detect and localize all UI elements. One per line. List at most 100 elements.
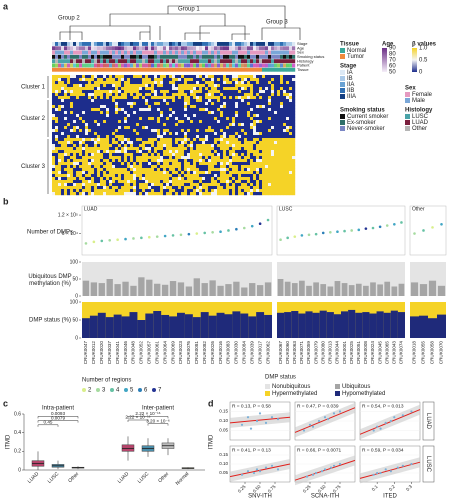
heatmap-cell [163, 153, 167, 157]
heatmap-cell [115, 156, 119, 160]
heatmap-cell [292, 171, 296, 175]
annotation-cell [112, 59, 116, 64]
annotation-cell [166, 67, 170, 72]
annotation-cell [103, 54, 107, 59]
annotation-cell [178, 42, 182, 46]
heatmap-cell [199, 99, 203, 103]
heatmap-cell [280, 87, 284, 91]
heatmap-cell [166, 87, 170, 91]
heatmap-cell [118, 126, 122, 130]
heatmap-cell [97, 177, 101, 181]
dmp-dot [385, 224, 389, 227]
heatmap-cell [103, 168, 107, 172]
heatmap-cell [286, 102, 290, 106]
heatmap-cell [277, 123, 281, 127]
heatmap-cell [79, 150, 83, 154]
heatmap-cell [241, 117, 245, 121]
heatmap-cell [226, 87, 230, 91]
heatmap-cell [94, 102, 98, 106]
heatmap-cell [271, 159, 275, 163]
heatmap-cell [190, 144, 194, 148]
heatmap-cell [172, 108, 176, 112]
annotation-cell [235, 42, 239, 46]
heatmap-cell [286, 75, 290, 79]
heatmap-cell [250, 153, 254, 157]
heatmap-cell [52, 108, 56, 112]
heatmap-cell [214, 90, 218, 94]
heatmap-cell [106, 114, 110, 118]
annotation-cell [160, 67, 164, 72]
heatmap-cell [91, 102, 95, 106]
heatmap-cell [265, 111, 269, 115]
annotation-cell [76, 54, 80, 59]
heatmap-cell [190, 135, 194, 139]
heatmap-cell [73, 156, 77, 160]
sample-label: CRUK0061 [154, 341, 159, 365]
heatmap-cell [88, 78, 92, 82]
stat-label: R = 0.13, P = 0.58 [232, 403, 271, 409]
heatmap-cell [250, 93, 254, 97]
heatmap-cell [241, 102, 245, 106]
heatmap-cell [232, 99, 236, 103]
heatmap-cell [88, 99, 92, 103]
scatter-point [276, 418, 280, 421]
heatmap-cell [196, 168, 200, 172]
heatmap-cell [94, 120, 98, 124]
heatmap-cell [178, 147, 182, 151]
heatmap-cell [139, 147, 143, 151]
heatmap-cell [271, 171, 275, 175]
annotation-cell [88, 50, 92, 55]
heatmap-cell [67, 123, 71, 127]
annotation-cell [148, 50, 152, 55]
annotation-cell [151, 54, 155, 59]
heatmap-cell [145, 177, 149, 181]
annotation-cell [121, 46, 125, 51]
heatmap-cell [223, 96, 227, 100]
heatmap-cell [142, 120, 146, 124]
heatmap-cell [196, 189, 200, 193]
heatmap-cell [157, 156, 161, 160]
annotation-cell [64, 46, 68, 51]
heatmap-cell [91, 192, 95, 196]
heatmap-cell [277, 165, 281, 169]
heatmap-cell [97, 189, 101, 193]
heatmap-cell [112, 138, 116, 142]
heatmap-cell [79, 96, 83, 100]
heatmap-cell [220, 156, 224, 160]
heatmap-cell [97, 96, 101, 100]
heatmap-cell [58, 180, 62, 184]
heatmap-cell [157, 135, 161, 139]
heatmap-cell [274, 117, 278, 121]
heatmap-cell [220, 129, 224, 133]
heatmap-cell [79, 144, 83, 148]
heatmap-cell [172, 144, 176, 148]
heatmap-cell [121, 93, 125, 97]
legend-colorbar [382, 48, 387, 72]
heatmap-cell [184, 120, 188, 124]
cluster-label: Cluster 3 [21, 164, 46, 170]
heatmap-cell [241, 126, 245, 130]
heatmap-cell [274, 96, 278, 100]
heatmap-cell [265, 114, 269, 118]
heatmap-cell [250, 114, 254, 118]
heatmap-cell [262, 144, 266, 148]
heatmap-cell [85, 144, 89, 148]
heatmap-cell [202, 75, 206, 79]
annotation-cell [241, 67, 245, 72]
annotation-cell [190, 63, 194, 68]
hypomethylated-bar [89, 315, 98, 338]
heatmap-cell [289, 81, 293, 85]
heatmap-cell [94, 99, 98, 103]
annotation-cell [124, 63, 128, 68]
heatmap-cell [235, 135, 239, 139]
annotation-cell [277, 59, 281, 64]
heatmap-cell [166, 123, 170, 127]
heatmap-cell [97, 102, 101, 106]
heatmap-cell [247, 99, 251, 103]
heatmap-cell [142, 123, 146, 127]
heatmap-cell [88, 90, 92, 94]
heatmap-cell [58, 99, 62, 103]
heatmap-cell [289, 180, 293, 184]
heatmap-cell [55, 192, 59, 196]
annotation-cell [82, 54, 86, 59]
